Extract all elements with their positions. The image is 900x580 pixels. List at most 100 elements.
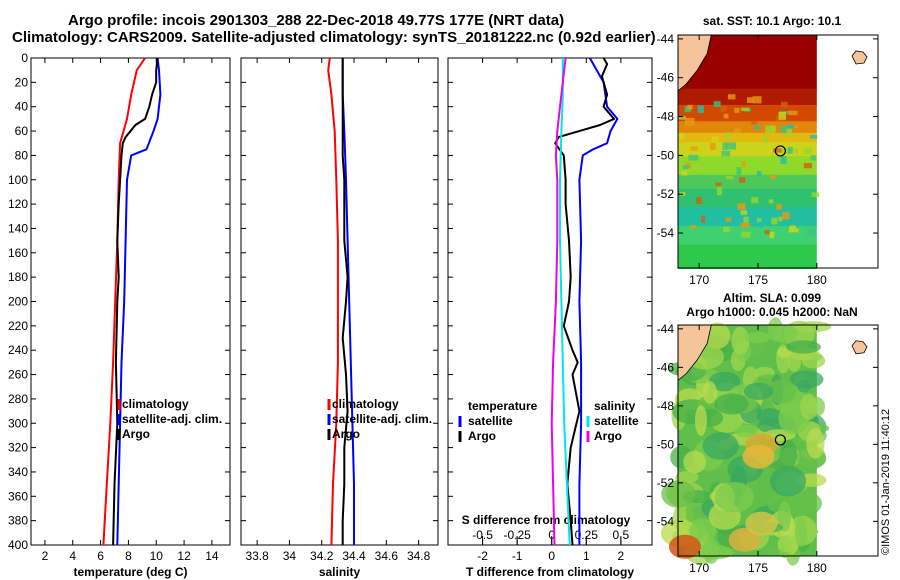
sla-patch xyxy=(734,424,760,438)
sst-patch xyxy=(756,171,762,176)
depth-tick-label: 100 xyxy=(8,173,28,187)
sst-band xyxy=(678,188,817,209)
panel-frame-salinity xyxy=(240,57,439,546)
sla-patch xyxy=(801,353,826,369)
sst-patch xyxy=(722,142,728,151)
x-tick-label-difference: 2 xyxy=(618,549,625,563)
sst-patch xyxy=(740,107,750,112)
x-tick-label-temperature: 8 xyxy=(125,549,132,563)
sla-patch xyxy=(787,351,801,372)
x2-tick-label: 0 xyxy=(548,528,555,542)
depth-tick-label: 0 xyxy=(21,51,28,65)
sst-patch xyxy=(713,101,721,107)
x-tick-label-difference: -1 xyxy=(512,549,523,563)
chatham-island xyxy=(851,340,868,355)
sla-patch xyxy=(702,432,739,460)
sst-patch xyxy=(753,221,764,228)
depth-tick-label: 320 xyxy=(8,441,28,455)
lat-tick-label: -50 xyxy=(657,148,675,162)
sla-patch xyxy=(709,371,741,392)
sst-patch xyxy=(769,231,775,239)
sst-patch xyxy=(788,228,799,233)
legend-entry-temperature: Argo xyxy=(468,429,496,443)
sst-patch xyxy=(690,146,698,151)
sst-patch xyxy=(751,197,759,204)
panel-frame-difference xyxy=(447,57,653,546)
sst-patch xyxy=(764,230,770,235)
sst-patch xyxy=(723,226,730,233)
x-tick-label-salinity: 34.2 xyxy=(310,549,334,563)
sla-patch xyxy=(704,322,731,349)
sst-patch xyxy=(682,165,690,170)
sst-patch xyxy=(806,228,816,236)
sst-patch xyxy=(740,210,748,215)
sst-patch xyxy=(780,125,787,134)
depth-tick-label: 40 xyxy=(15,100,29,114)
sla-patch xyxy=(702,381,717,404)
depth-tick-label: 180 xyxy=(8,270,28,284)
legend-entry-temperature: satellite xyxy=(468,414,513,428)
lat-tick-label: -46 xyxy=(657,360,675,374)
x-tick-label-salinity: 34.8 xyxy=(407,549,431,563)
lon-tick-label: 175 xyxy=(748,273,768,287)
sst-patch xyxy=(765,125,775,134)
map-sst xyxy=(677,34,868,269)
lat-tick-label: -52 xyxy=(657,187,675,201)
x2-tick-label: -0.5 xyxy=(472,528,493,542)
sla-patch xyxy=(714,393,749,415)
sst-patch xyxy=(687,104,693,110)
x-tick-label-salinity: 33.8 xyxy=(245,549,269,563)
series-line-argo xyxy=(112,57,159,546)
sla-patch xyxy=(794,517,808,548)
series-line-t-satellite xyxy=(578,57,619,545)
x-tick-label-temperature: 12 xyxy=(177,549,191,563)
sst-patch xyxy=(751,121,758,125)
map-sla xyxy=(660,317,868,566)
x-tick-label-temperature: 4 xyxy=(69,549,76,563)
sla-anomaly xyxy=(668,534,701,559)
title-line-1: Argo profile: incois 2901303_288 22-Dec-… xyxy=(68,12,565,29)
sla-patch xyxy=(689,522,707,540)
sst-patch xyxy=(752,96,762,104)
sst-patch xyxy=(725,132,732,139)
x-tick-label-temperature: 6 xyxy=(97,549,104,563)
depth-tick-label: 220 xyxy=(8,319,28,333)
sla-patch xyxy=(769,466,807,497)
x2-tick-label: 0.25 xyxy=(575,528,599,542)
sla-patch xyxy=(703,537,720,564)
lon-tick-label: 180 xyxy=(807,273,827,287)
sst-patch xyxy=(734,107,740,113)
series-line-argo xyxy=(341,58,349,545)
lat-tick-label: -44 xyxy=(657,322,675,336)
sla-patch xyxy=(776,347,792,358)
sla-patch xyxy=(731,326,750,356)
depth-tick-label: 120 xyxy=(8,197,28,211)
legend-entry-temperature: Argo xyxy=(122,427,150,441)
sst-patch xyxy=(678,116,686,120)
depth-tick-label: 20 xyxy=(15,75,29,89)
sst-patch xyxy=(810,155,816,161)
sla-anomaly xyxy=(742,444,775,469)
sst-patch xyxy=(771,217,778,225)
sst-patch xyxy=(786,128,792,135)
sst-band xyxy=(678,156,817,176)
sst-patch xyxy=(763,136,768,143)
x2-tick-label: -0.25 xyxy=(503,528,531,542)
sst-patch xyxy=(798,157,803,164)
depth-tick-label: 200 xyxy=(8,295,28,309)
sst-patch xyxy=(696,197,702,204)
lon-tick-label: 170 xyxy=(689,561,709,575)
x-tick-label-salinity: 34 xyxy=(283,549,297,563)
sst-patch xyxy=(780,156,787,165)
map-frame-sst xyxy=(677,34,879,269)
legend-title-temperature: temperature xyxy=(468,399,538,413)
sst-patch xyxy=(735,217,743,224)
sst-patch xyxy=(688,164,699,170)
sla-patch xyxy=(694,405,707,436)
sst-patch xyxy=(701,215,706,223)
x-axis-label-temperature: temperature (deg C) xyxy=(73,565,187,579)
lat-tick-label: -54 xyxy=(657,226,675,240)
sst-patch xyxy=(681,170,688,176)
sst-patch xyxy=(685,162,691,168)
